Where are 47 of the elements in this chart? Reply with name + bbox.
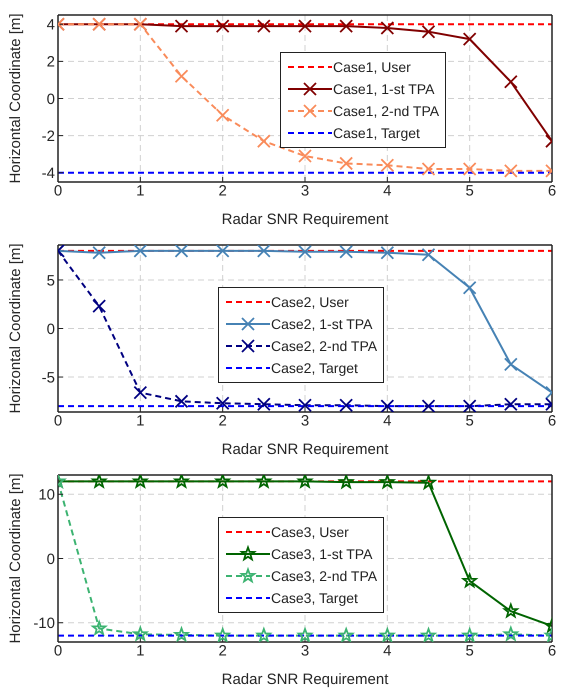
x-tick-label: 5 (465, 182, 474, 200)
legend-label: Case2, 1-st TPA (271, 316, 372, 332)
y-tick-label: -10 (33, 615, 55, 632)
y-tick-label: -4 (42, 165, 55, 182)
x-tick-label: 4 (383, 642, 392, 660)
x-tick-label: 3 (300, 182, 310, 200)
y-axis-title: Horizontal Coordinate [m] (7, 13, 24, 184)
x-tick-label: 3 (300, 642, 310, 660)
legend-label: Case3, User (271, 524, 349, 540)
x-tick-label: 1 (136, 642, 145, 660)
legend-label: Case3, 2-nd TPA (271, 568, 378, 584)
y-tick-label: 0 (46, 550, 55, 568)
y-tick-label: 5 (46, 272, 55, 290)
legend-label: Case2, User (271, 294, 349, 310)
x-tick-label: 5 (465, 412, 474, 430)
legend-label: Case1, 1-st TPA (333, 81, 434, 97)
y-axis-title: Horizontal Coordinate [m] (7, 473, 24, 644)
y-tick-label: 0 (46, 320, 55, 338)
x-tick-label: 6 (548, 412, 556, 430)
x-tick-label: 2 (218, 412, 227, 430)
legend-label: Case1, User (333, 59, 411, 75)
y-tick-label: 4 (46, 16, 55, 34)
y-tick-label: -2 (42, 128, 55, 145)
y-tick-label: 10 (38, 486, 55, 504)
legend-label: Case3, 1-st TPA (271, 546, 372, 562)
x-tick-label: 6 (548, 182, 556, 200)
x-axis-title: Radar SNR Requirement (222, 211, 390, 228)
x-tick-label: 3 (300, 412, 310, 430)
x-tick-label: 1 (136, 182, 145, 200)
y-axis-title: Horizontal Coordinate [m] (7, 243, 24, 414)
x-tick-label: 4 (383, 412, 392, 430)
x-tick-label: 2 (218, 182, 227, 200)
x-tick-label: 2 (218, 642, 227, 660)
x-tick-label: 5 (465, 642, 474, 660)
legend-label: Case1, Target (333, 125, 420, 141)
x-tick-label: 4 (383, 182, 392, 200)
legend-label: Case2, 2-nd TPA (271, 338, 378, 354)
y-tick-label: 2 (46, 54, 55, 71)
y-tick-label: 0 (46, 90, 55, 108)
legend-label: Case2, Target (271, 360, 358, 376)
x-tick-label: 1 (136, 412, 145, 430)
legend-label: Case3, Target (271, 590, 358, 606)
x-tick-label: 6 (548, 642, 556, 660)
x-axis-title: Radar SNR Requirement (222, 671, 390, 688)
x-axis-title: Radar SNR Requirement (222, 441, 390, 458)
y-tick-label: -5 (42, 369, 55, 386)
legend-label: Case1, 2-nd TPA (333, 103, 440, 119)
